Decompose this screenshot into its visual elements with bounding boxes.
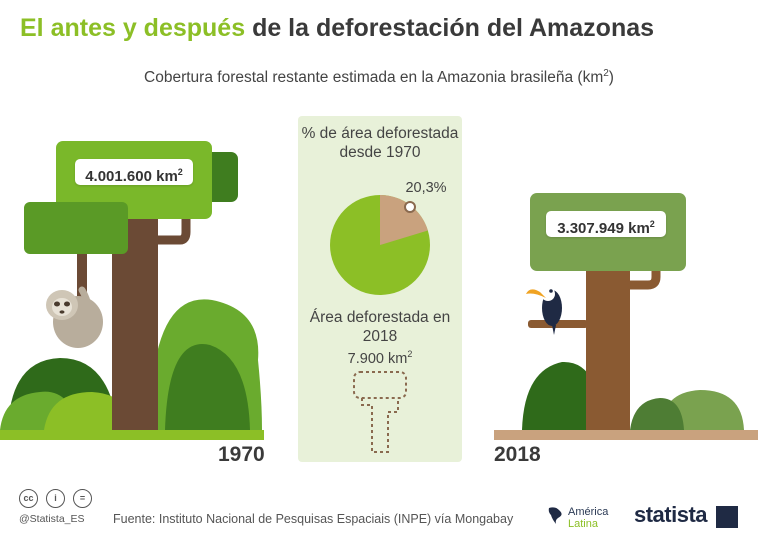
year-label-2018: 2018 <box>494 443 541 466</box>
canopy-1970-small <box>24 202 128 254</box>
subtitle-sup: 2 <box>603 68 609 79</box>
chart-subtitle: Cobertura forestal restante estimada en … <box>0 68 758 87</box>
deforested-area-icon <box>353 371 407 453</box>
source-note: Fuente: Instituto Nacional de Pesquisas … <box>113 512 514 526</box>
deforested-area-value: 7.900 km2 <box>298 349 462 367</box>
perch-2018 <box>528 320 588 328</box>
branch-1970-left <box>77 250 87 298</box>
branch-2018 <box>623 261 661 290</box>
statista-logo-icon <box>716 506 738 528</box>
statista-logo[interactable]: statista <box>634 502 708 527</box>
america-latina-logo-icon <box>548 507 562 524</box>
year-label-1970: 1970 <box>218 443 265 466</box>
area-value-number: 7.900 km <box>347 350 408 367</box>
pie-slice-deforested <box>380 195 428 245</box>
value-2018-sup: 2 <box>649 219 655 229</box>
forest-1970 <box>0 141 264 440</box>
attribution-icon[interactable]: i <box>46 489 65 508</box>
toucan-icon <box>526 287 562 335</box>
title-rest: de la deforestación del Amazonas <box>252 14 655 42</box>
value-label-2018: 3.307.949 km2 <box>546 211 666 237</box>
trunk-2018 <box>586 266 630 430</box>
ground-1970 <box>0 430 264 440</box>
statista-handle[interactable]: @Statista_ES <box>19 513 85 525</box>
title-highlight: El antes y después <box>20 14 246 42</box>
bush-1970-mid <box>44 392 134 430</box>
area-value-sup: 2 <box>407 349 413 359</box>
value-1970-number: 4.001.600 km <box>85 168 178 185</box>
sloth-icon <box>46 286 103 348</box>
america-latina-line2: Latina <box>568 518 598 530</box>
ground-2018 <box>494 430 758 440</box>
subtitle-text: Cobertura forestal restante estimada en … <box>144 69 604 87</box>
america-latina-logo-text: América Latina <box>568 506 608 530</box>
deforestation-pie <box>330 195 430 295</box>
subtitle-end: ) <box>608 69 614 87</box>
america-latina-line1: América <box>568 506 609 518</box>
branch-1970 <box>151 207 191 245</box>
pie-value-label: 20,3% <box>405 180 447 196</box>
value-1970-sup: 2 <box>177 167 183 177</box>
value-label-1970: 4.001.600 km2 <box>75 159 193 185</box>
no-derivatives-icon[interactable]: = <box>73 489 92 508</box>
value-2018-number: 3.307.949 km <box>557 220 650 237</box>
bush-1970-right-dark <box>165 344 250 430</box>
pie-marker <box>404 201 416 213</box>
deforested-area-label: Área deforestada en 2018 <box>309 309 451 345</box>
chart-title: El antes y después de la deforestación d… <box>20 14 654 43</box>
bush-2018-mid <box>630 398 684 430</box>
bush-2018-left <box>522 361 602 430</box>
pie-label: % de área deforestada desde 1970 <box>301 125 459 161</box>
cc-icon[interactable]: cc <box>19 489 38 508</box>
